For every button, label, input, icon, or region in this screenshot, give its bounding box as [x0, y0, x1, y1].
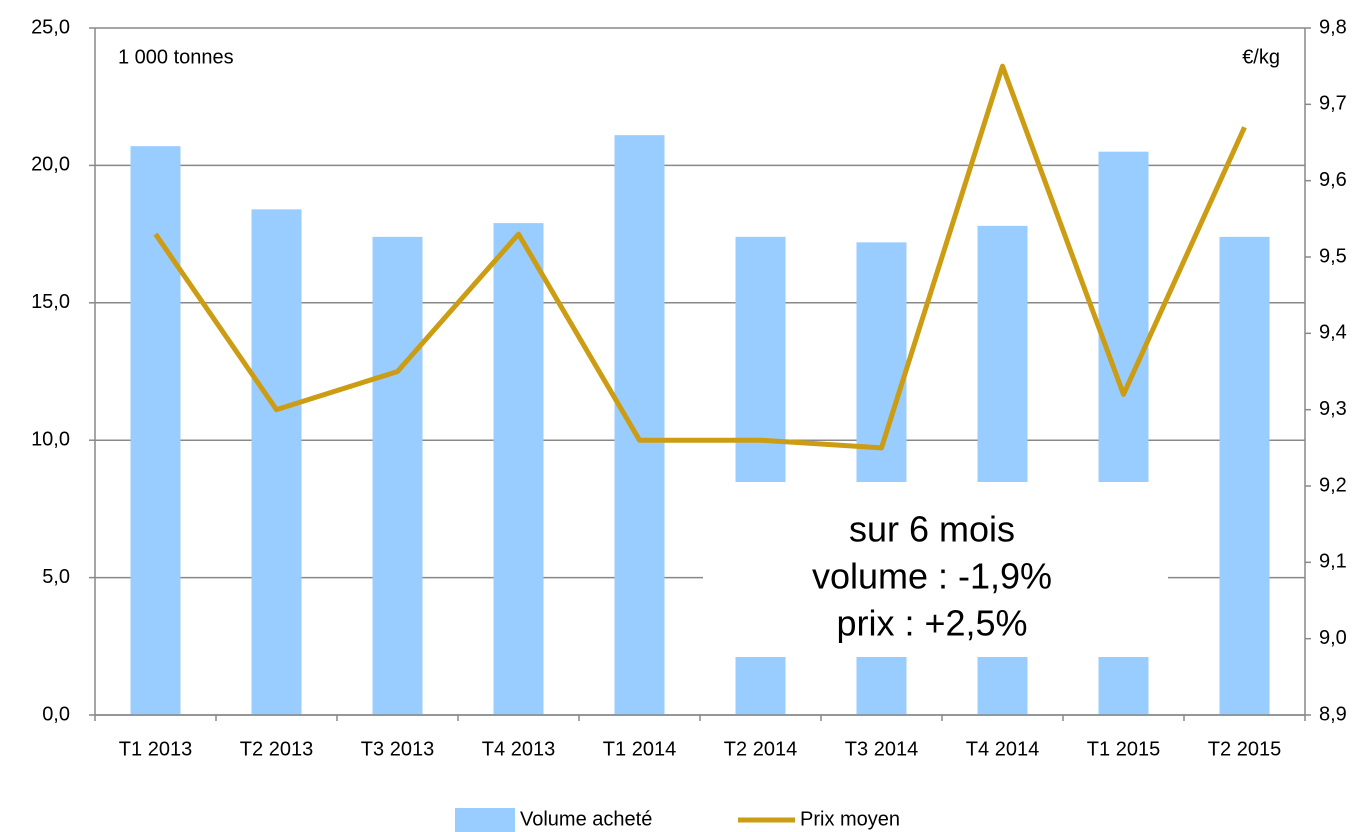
y-tick-label: 10,0: [31, 428, 70, 450]
y2-tick-label: 9,0: [1319, 627, 1347, 649]
x-tick-label: T3 2014: [845, 738, 918, 760]
legend-label: Volume acheté: [520, 808, 652, 830]
bar: [130, 146, 181, 715]
y-tick-label: 20,0: [31, 154, 70, 176]
y-tick-label: 5,0: [42, 566, 70, 588]
price-line: [153, 63, 1247, 451]
y2-unit-label: €/kg: [1242, 46, 1280, 68]
x-tick-label: T1 2013: [119, 738, 192, 760]
x-tick-label: T3 2013: [361, 738, 434, 760]
legend-swatch: [455, 808, 515, 832]
x-tick-label: T2 2013: [240, 738, 313, 760]
bar: [251, 209, 302, 716]
y2-tick-label: 9,2: [1319, 474, 1347, 496]
y-tick-label: 0,0: [42, 703, 70, 725]
x-tick-label: T1 2014: [603, 738, 676, 760]
x-tick-label: T4 2013: [482, 738, 555, 760]
bar: [614, 135, 665, 715]
x-tick-label: T2 2014: [724, 738, 797, 760]
y2-tick-label: 9,5: [1319, 245, 1347, 267]
y2-tick-label: 9,8: [1319, 16, 1347, 38]
x-tick-label: T2 2015: [1208, 738, 1281, 760]
annotation-box: [703, 482, 1168, 657]
y2-tick-label: 9,6: [1319, 169, 1347, 191]
y-tick-label: 25,0: [31, 16, 70, 38]
legend-label: Prix moyen: [800, 808, 900, 830]
y2-tick-label: 9,1: [1319, 551, 1347, 573]
bar: [493, 223, 544, 715]
annotation: prix : +2,5%: [836, 603, 1027, 644]
y2-tick-label: 9,7: [1319, 93, 1347, 115]
y-unit-label: 1 000 tonnes: [118, 46, 234, 68]
x-tick-label: T4 2014: [966, 738, 1039, 760]
y2-tick-label: 9,3: [1319, 398, 1347, 420]
bar: [372, 236, 423, 715]
x-tick-label: T1 2015: [1087, 738, 1160, 760]
annotation: sur 6 mois: [849, 509, 1015, 550]
bar: [1219, 236, 1270, 715]
y2-tick-label: 9,4: [1319, 322, 1347, 344]
y-tick-label: 15,0: [31, 291, 70, 313]
annotation: volume : -1,9%: [812, 556, 1052, 597]
y2-tick-label: 8,9: [1319, 703, 1347, 725]
